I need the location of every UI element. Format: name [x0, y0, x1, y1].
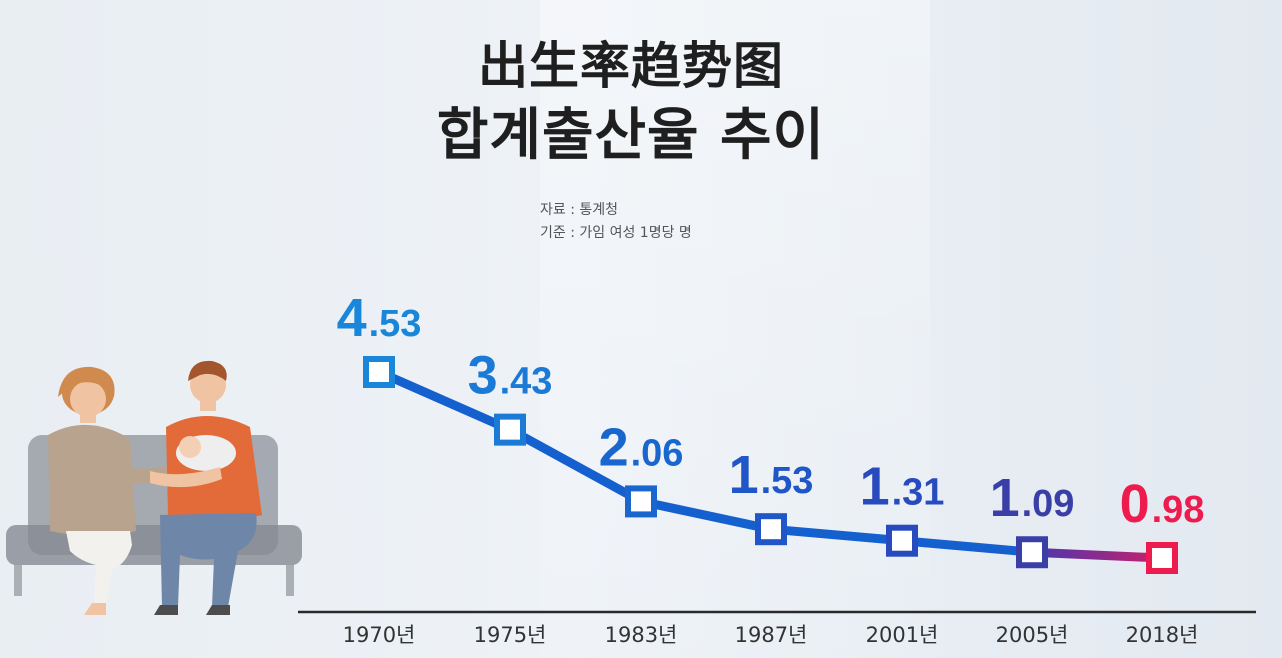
data-label: 4.53 [337, 288, 422, 348]
data-label: 3.43 [468, 346, 553, 406]
chart-title-chinese: 出生率趋势图 [478, 37, 784, 95]
data-point [1016, 536, 1048, 569]
family-on-sofa-illustration [6, 360, 302, 615]
x-tick-label: 1987년 [735, 623, 808, 647]
data-point [625, 485, 657, 518]
data-label: 1.31 [860, 457, 945, 517]
data-point [494, 413, 526, 446]
source-note: 자료 : 통계청 [540, 202, 619, 218]
data-point [755, 513, 787, 546]
chart-title-korean: 합계출산율 추이 [436, 103, 826, 168]
data-point [886, 524, 918, 557]
data-label: 1.09 [990, 468, 1075, 528]
series-line [374, 367, 1037, 557]
basis-note: 기준 : 가임 여성 1명당 명 [540, 225, 692, 241]
x-tick-label: 1975년 [474, 623, 547, 647]
x-tick-label: 1970년 [343, 623, 416, 647]
x-tick-label: 2018년 [1126, 623, 1199, 647]
data-label: 1.53 [729, 445, 814, 505]
series-group: 4.53 3.43 2.06 1.53 1.31 1.09 0.98 [337, 288, 1205, 574]
data-label: 0.98 [1120, 474, 1205, 534]
x-tick-label: 2005년 [996, 623, 1069, 647]
background-panel [540, 0, 930, 658]
x-tick-label: 2001년 [866, 623, 939, 647]
series-line-end-segment [1027, 547, 1167, 563]
data-point [1146, 542, 1178, 574]
x-ticks-group: 1970년 1975년 1983년 1987년 2001년 2005년 2018년 [343, 623, 1199, 647]
data-point [363, 356, 395, 388]
x-tick-label: 1983년 [605, 623, 678, 647]
data-label: 2.06 [599, 417, 684, 477]
